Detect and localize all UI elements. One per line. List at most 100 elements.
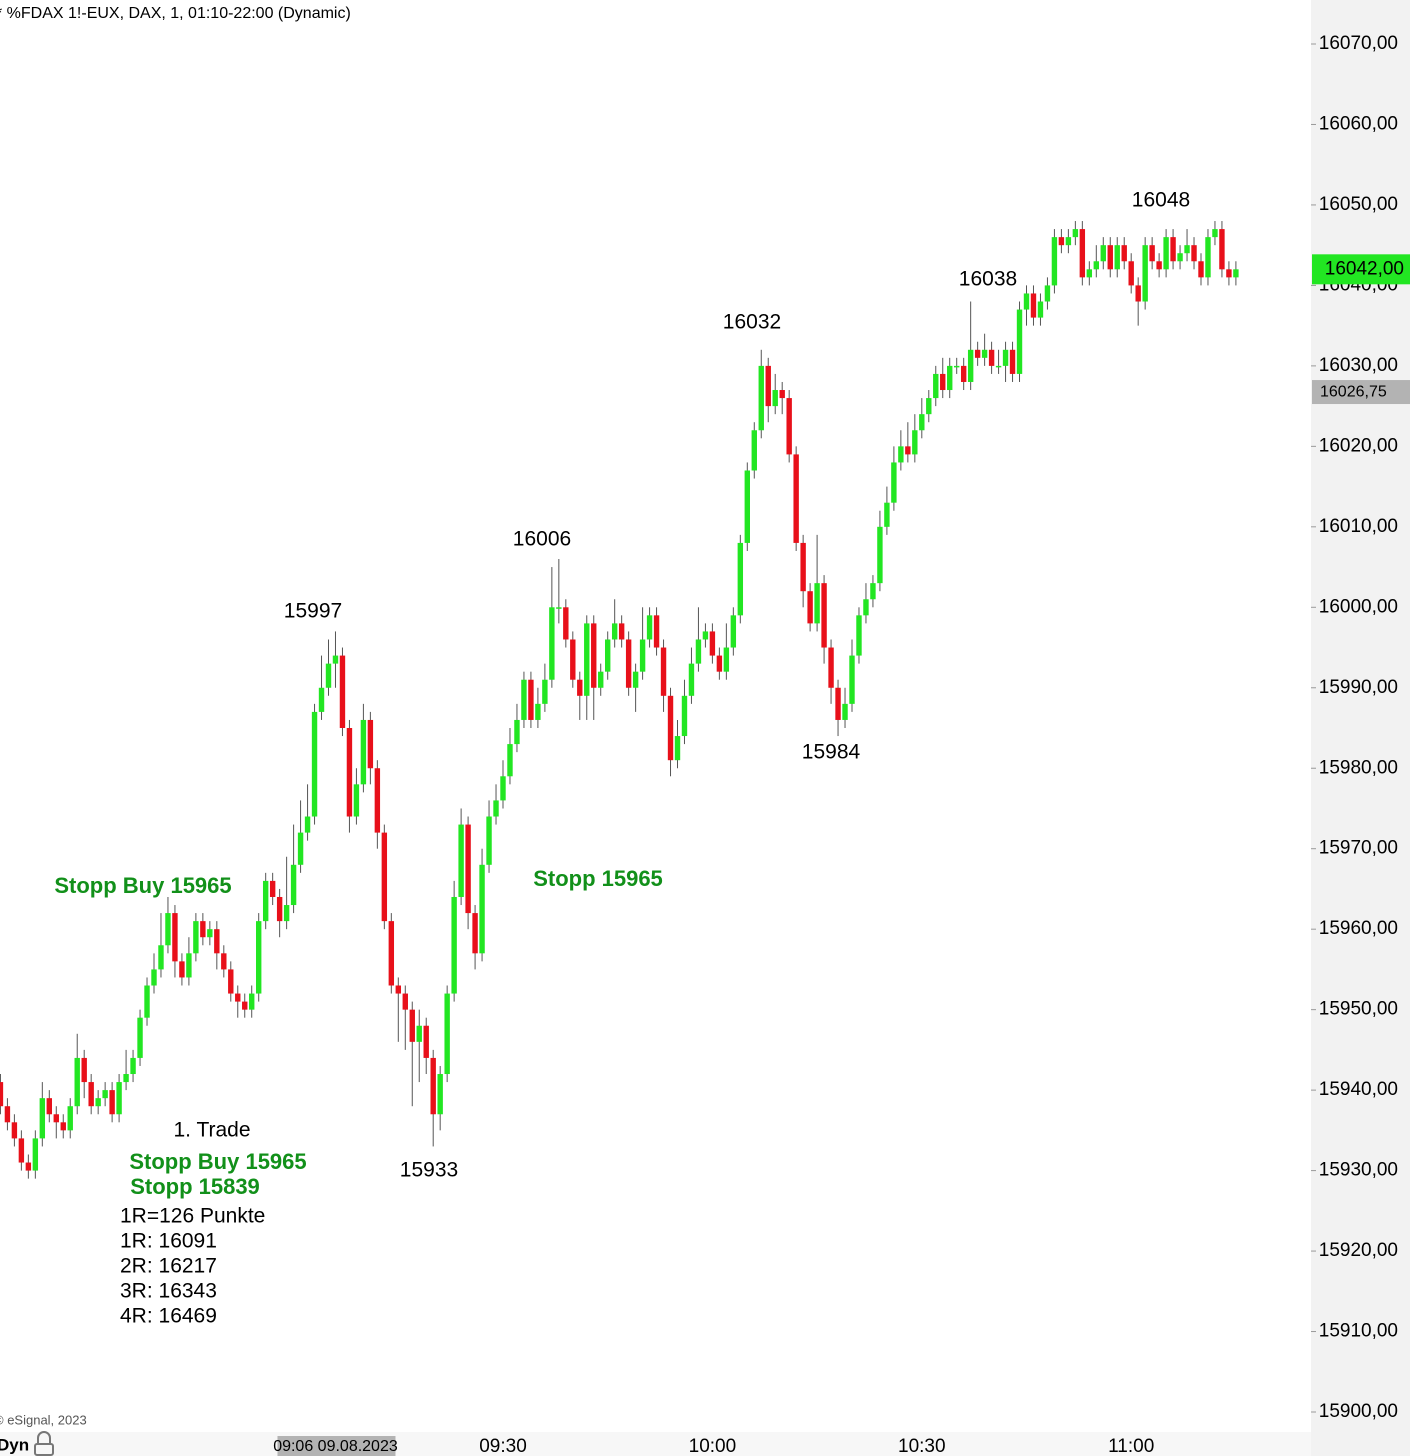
candle-body: [221, 953, 227, 970]
annotation: Stopp Buy 15965: [129, 1149, 306, 1174]
candle-body: [430, 1057, 436, 1115]
candle-body: [772, 390, 778, 407]
y-tick-label: 15940,00: [1319, 1079, 1398, 1100]
candle-body: [1044, 285, 1051, 302]
candle-body: [179, 961, 185, 978]
y-tick-label: 16030,00: [1319, 355, 1398, 376]
lock-icon[interactable]: [34, 1431, 54, 1456]
annotation: 1R: 16091: [120, 1230, 217, 1253]
candle-body: [269, 880, 276, 897]
candle-body: [758, 365, 764, 431]
candle-body: [102, 1090, 108, 1099]
candle-body: [981, 349, 988, 358]
candle-body: [0, 1082, 4, 1107]
candle-body: [1058, 237, 1065, 246]
candle-body: [1030, 293, 1037, 318]
candle-body: [905, 446, 911, 455]
candle-body: [563, 607, 569, 640]
x-tick-label: 10:00: [689, 1436, 737, 1456]
annotation: 16038: [959, 268, 1017, 291]
candle-body: [877, 526, 883, 584]
candle-body: [688, 663, 695, 696]
candle-body: [423, 1025, 429, 1058]
candle-body: [1002, 349, 1009, 366]
crosshair-time-label: 09:06 09.08.2023: [273, 1438, 398, 1455]
candle-body: [618, 623, 625, 640]
candle-body: [1051, 237, 1058, 286]
candle-body: [144, 985, 150, 1018]
annotation: 15997: [284, 600, 342, 623]
candle-body: [598, 671, 604, 688]
y-tick-label: 15980,00: [1319, 757, 1398, 778]
last-price-box: [1312, 254, 1410, 285]
candle-body: [374, 768, 381, 833]
y-tick-label: 16020,00: [1319, 435, 1398, 456]
candle-body: [528, 679, 534, 720]
candle-body: [611, 623, 618, 640]
candle-body: [395, 985, 401, 994]
candle-body: [409, 1009, 415, 1042]
candle-body: [1142, 245, 1148, 302]
candle-body: [228, 969, 234, 994]
annotation: 16032: [723, 311, 781, 334]
candle-body: [137, 1017, 143, 1058]
candle-body: [235, 993, 241, 1002]
candle-body: [402, 993, 408, 1010]
annotation: 1R=126 Punkte: [120, 1205, 265, 1228]
annotation: 4R: 16469: [120, 1305, 217, 1328]
y-tick-label: 15990,00: [1319, 677, 1398, 698]
candle-body: [1023, 293, 1030, 310]
x-tick-label: 10:30: [898, 1436, 946, 1456]
candle-body: [39, 1098, 46, 1139]
candle-body: [346, 728, 353, 817]
candle-body: [297, 832, 304, 865]
x-tick-label: 09:30: [479, 1436, 527, 1456]
candle-body: [444, 993, 450, 1075]
candle-body: [926, 398, 932, 415]
candle-body: [632, 671, 639, 688]
candle-body: [381, 832, 388, 922]
candle-body: [486, 816, 492, 865]
candle-body: [116, 1082, 122, 1115]
candle-body: [332, 655, 339, 664]
candle-body: [674, 736, 681, 761]
candle-body: [1219, 229, 1225, 270]
candle-body: [11, 1122, 18, 1139]
candle-body: [46, 1098, 52, 1115]
candle-body: [158, 945, 164, 970]
candle-body: [1009, 349, 1016, 374]
candle-body: [207, 929, 213, 938]
candle-body: [165, 913, 171, 946]
y-tick-label: 15960,00: [1319, 918, 1398, 939]
copyright: © eSignal, 2023: [0, 1412, 87, 1427]
candle-body: [681, 695, 688, 737]
candle-body: [32, 1138, 39, 1171]
candle-body: [960, 365, 967, 382]
candle-body: [249, 993, 255, 1010]
candle-body: [416, 1025, 422, 1042]
candle-body: [479, 864, 485, 954]
price-axis-panel: [1311, 0, 1410, 1456]
candle-body: [723, 647, 730, 672]
candle-body: [1072, 229, 1079, 238]
candle-body: [388, 921, 395, 986]
candle-body: [472, 913, 478, 954]
candle-body: [1065, 237, 1072, 246]
chart-title: * %FDAX 1!-EUX, DAX, 1, 01:10-22:00 (Dyn…: [0, 5, 351, 22]
candle-body: [954, 365, 960, 368]
candle-body: [730, 615, 737, 648]
candle-body: [779, 390, 785, 399]
annotation: 15933: [400, 1159, 458, 1182]
annotation: Stopp 15839: [130, 1174, 260, 1199]
candle-body: [947, 365, 953, 391]
y-tick-label: 15950,00: [1319, 999, 1398, 1020]
candle-body: [856, 615, 862, 656]
annotation: 15984: [802, 741, 861, 764]
candle-body: [60, 1122, 66, 1131]
candle-body: [521, 679, 527, 720]
candle-body: [570, 639, 576, 680]
annotation: 16048: [1132, 189, 1190, 212]
y-tick-label: 15910,00: [1319, 1321, 1398, 1342]
